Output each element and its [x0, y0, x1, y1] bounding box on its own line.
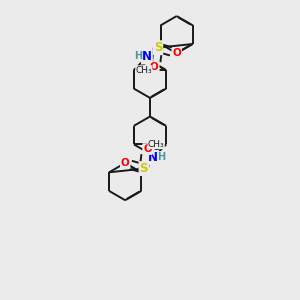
Text: H: H [134, 51, 142, 61]
Text: S: S [140, 162, 148, 175]
Text: N: N [148, 151, 158, 164]
Text: S: S [154, 41, 162, 54]
Text: H: H [158, 152, 166, 161]
Text: O: O [143, 144, 152, 154]
Text: O: O [121, 158, 130, 168]
Text: O: O [172, 48, 181, 58]
Text: CH₃: CH₃ [148, 140, 164, 149]
Text: CH₃: CH₃ [136, 65, 152, 74]
Text: O: O [150, 62, 159, 72]
Text: N: N [142, 50, 152, 64]
